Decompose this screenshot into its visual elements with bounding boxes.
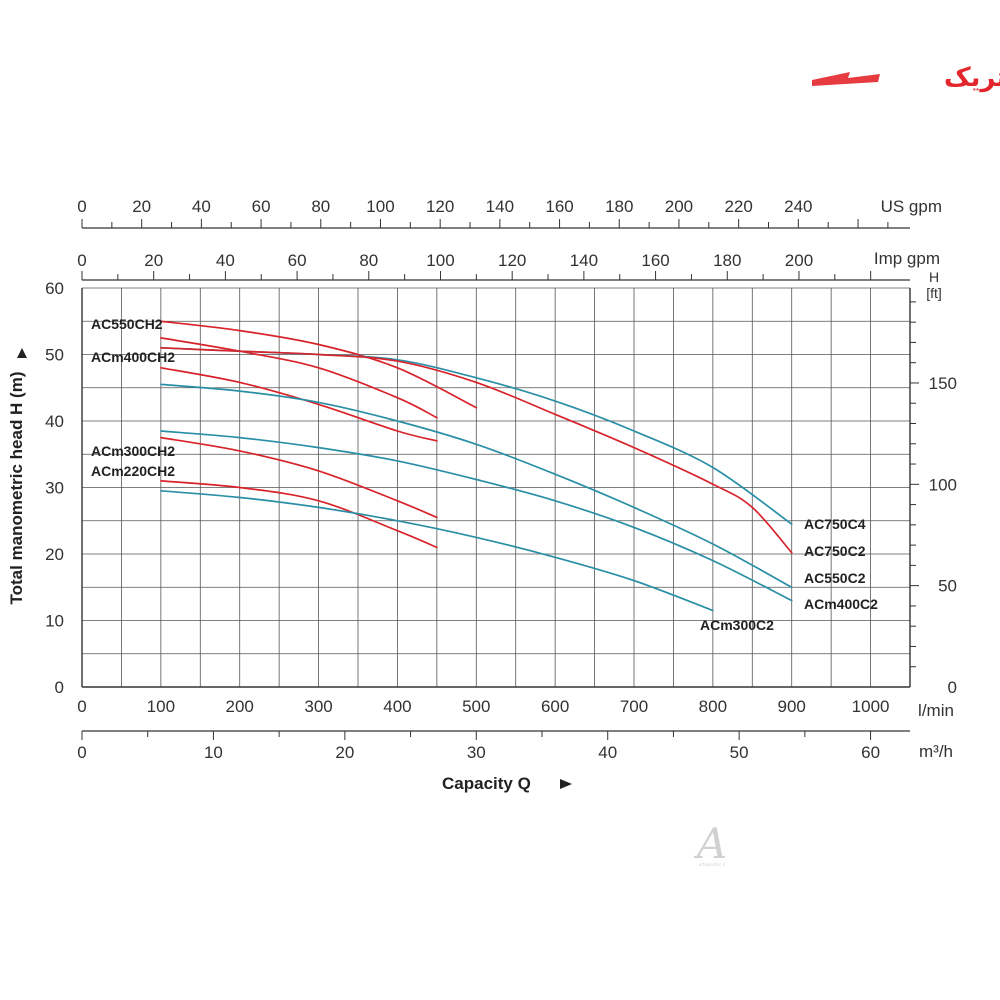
y-tick-label-m: 20 <box>45 545 64 564</box>
series-line-6 <box>160 480 438 549</box>
top-tick-label-usgpm: 160 <box>545 197 573 216</box>
x-tick-label-m3h: 50 <box>730 743 749 762</box>
series-line-2 <box>160 366 438 442</box>
x-tick-label-lmin: 600 <box>541 697 569 716</box>
top-tick-label-usgpm: 100 <box>366 197 394 216</box>
series-label-acm300c2: ACm300C2 <box>700 617 774 633</box>
x-tick-label-lmin: 0 <box>77 697 86 716</box>
watermark-text: artaelectric.ir <box>699 862 726 867</box>
top-tick-label-usgpm: 200 <box>665 197 693 216</box>
x-tick-label-lmin: 800 <box>699 697 727 716</box>
x-tick-label-lmin: 200 <box>226 697 254 716</box>
series-line-4 <box>160 383 793 589</box>
logo-text: آرتاالکتریک <box>944 61 1000 93</box>
top-tick-label-usgpm: 220 <box>724 197 752 216</box>
top-tick-label-impgpm: 0 <box>77 251 86 270</box>
watermark-letter: A <box>693 819 727 868</box>
series-lines <box>160 320 793 612</box>
top-unit-usgpm: US gpm <box>881 197 942 216</box>
top-tick-label-usgpm: 80 <box>311 197 330 216</box>
top-tick-label-impgpm: 80 <box>359 251 378 270</box>
y-tick-label-ft: 150 <box>929 374 957 393</box>
series-label-acm400ch2: ACm400CH2 <box>91 349 175 365</box>
grid <box>82 287 911 687</box>
x-tick-label-lmin: 1000 <box>852 697 890 716</box>
x-tick-label-lmin: 700 <box>620 697 648 716</box>
x-tick-label-m3h: 30 <box>467 743 486 762</box>
end-label-ac750c4: AC750C4 <box>804 516 866 532</box>
top-tick-label-impgpm: 60 <box>288 251 307 270</box>
y-tick-label-m: 10 <box>45 612 64 631</box>
logo-swoosh-icon <box>812 72 880 86</box>
right-unit-ft: [ft] <box>926 285 942 301</box>
y-tick-label-ft: 50 <box>938 577 957 596</box>
top-tick-label-usgpm: 0 <box>77 197 86 216</box>
series-label-ac550ch2: AC550CH2 <box>91 316 163 332</box>
series-label-acm300ch2: ACm300CH2 <box>91 443 175 459</box>
series-label-acm220ch2: ACm220CH2 <box>91 463 175 479</box>
x-tick-label-lmin: 500 <box>462 697 490 716</box>
y-axis-arrow-icon <box>17 348 27 358</box>
y-tick-label-ft: 100 <box>929 475 957 494</box>
top-tick-label-impgpm: 140 <box>570 251 598 270</box>
x-unit-m3h: m³/h <box>919 742 953 761</box>
x-tick-label-lmin: 900 <box>778 697 806 716</box>
x-tick-label-lmin: 300 <box>304 697 332 716</box>
right-unit-h: H <box>929 269 939 285</box>
watermark: A artaelectric.ir <box>693 819 727 868</box>
end-label-acm400c2: ACm400C2 <box>804 596 878 612</box>
top-tick-label-impgpm: 180 <box>713 251 741 270</box>
y-tick-label-ft: 0 <box>948 678 957 697</box>
top-tick-label-usgpm: 20 <box>132 197 151 216</box>
series-line-8 <box>160 489 714 612</box>
brand-logo: آرتاالکتریک <box>812 61 1000 93</box>
top-tick-label-usgpm: 60 <box>252 197 271 216</box>
top-tick-label-impgpm: 120 <box>498 251 526 270</box>
series-line-5 <box>160 436 438 519</box>
series-line-9 <box>160 346 793 554</box>
y-tick-label-m: 0 <box>55 678 64 697</box>
top-tick-label-impgpm: 40 <box>216 251 235 270</box>
x-unit-lmin: l/min <box>918 701 954 720</box>
series-line-7 <box>160 430 793 602</box>
x-tick-label-m3h: 0 <box>77 743 86 762</box>
x-tick-label-lmin: 400 <box>383 697 411 716</box>
x-tick-label-m3h: 20 <box>335 743 354 762</box>
y-tick-label-m: 30 <box>45 479 64 498</box>
top-tick-label-impgpm: 20 <box>144 251 163 270</box>
top-tick-label-impgpm: 100 <box>426 251 454 270</box>
series-line-0 <box>160 320 478 409</box>
top-tick-label-impgpm: 160 <box>641 251 669 270</box>
y-tick-label-m: 40 <box>45 412 64 431</box>
end-label-ac550c2: AC550C2 <box>804 570 866 586</box>
series-labels: AC550CH2 ACm400CH2 ACm300CH2 ACm220CH2 ACm30… <box>91 316 878 633</box>
y-tick-label-m: 60 <box>45 279 64 298</box>
top-tick-label-usgpm: 140 <box>486 197 514 216</box>
x-tick-label-m3h: 10 <box>204 743 223 762</box>
x-tick-label-m3h: 40 <box>598 743 617 762</box>
x-axis-arrow-icon <box>560 779 572 789</box>
series-line-1 <box>160 337 438 419</box>
top-tick-label-usgpm: 120 <box>426 197 454 216</box>
y-tick-label-m: 50 <box>45 346 64 365</box>
top-tick-label-usgpm: 180 <box>605 197 633 216</box>
y-axis-title: Total manometric head H (m) <box>7 372 26 605</box>
top-unit-impgpm: Imp gpm <box>874 249 940 268</box>
top-tick-label-usgpm: 240 <box>784 197 812 216</box>
top-tick-label-impgpm: 200 <box>785 251 813 270</box>
x-tick-label-lmin: 100 <box>147 697 175 716</box>
x-tick-label-m3h: 60 <box>861 743 880 762</box>
end-label-ac750c2: AC750C2 <box>804 543 866 559</box>
x-axis-title: Capacity Q <box>442 774 531 793</box>
top-tick-label-usgpm: 40 <box>192 197 211 216</box>
